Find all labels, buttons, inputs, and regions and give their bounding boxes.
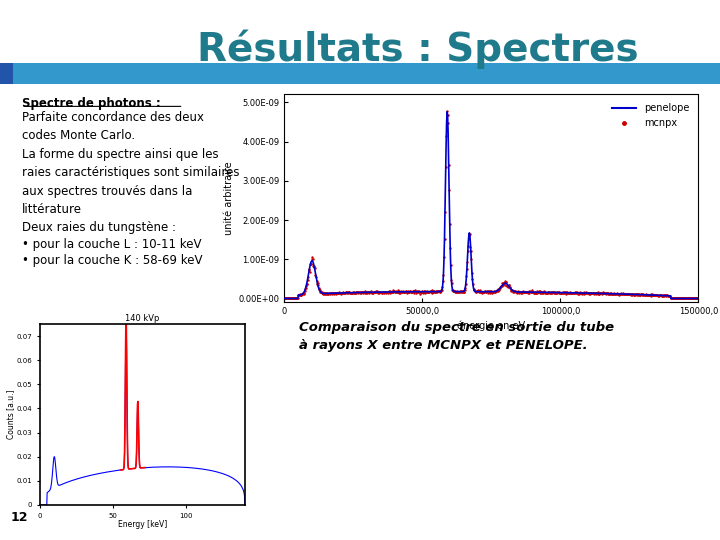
mcnpx	[305, 269, 314, 275]
mcnpx	[544, 289, 553, 295]
mcnpx	[443, 86, 451, 93]
Line: penelope: penelope	[284, 112, 698, 299]
penelope	[532, 289, 541, 295]
Bar	[0, 63, 13, 84]
Bar	[0, 63, 720, 84]
penelope	[595, 290, 603, 296]
mcnpx	[532, 289, 541, 296]
penelope	[280, 295, 289, 302]
penelope	[544, 289, 553, 295]
Text: 12: 12	[11, 511, 28, 524]
mcnpx	[637, 291, 646, 298]
penelope	[694, 295, 703, 302]
Text: Comparaison du spectre en sortie du tube
à rayons X entre MCNPX et PENELOPE.: Comparaison du spectre en sortie du tube…	[299, 321, 614, 352]
mcnpx	[595, 291, 603, 297]
Text: Résultats : Spectres: Résultats : Spectres	[197, 30, 639, 69]
Text: • pour la couche L : 10-11 keV: • pour la couche L : 10-11 keV	[22, 238, 201, 251]
mcnpx	[521, 289, 530, 295]
Text: Parfaite concordance des deux
codes Monte Carlo.
La forme du spectre ainsi que l: Parfaite concordance des deux codes Mont…	[22, 111, 239, 216]
penelope	[443, 109, 451, 115]
Text: • pour la couche K : 58-69 keV: • pour la couche K : 58-69 keV	[22, 254, 202, 267]
penelope	[637, 292, 646, 298]
Line: mcnpx: mcnpx	[284, 89, 699, 300]
Y-axis label: Counts [a.u.]: Counts [a.u.]	[6, 390, 15, 439]
mcnpx	[280, 295, 289, 302]
Y-axis label: unité arbitraire: unité arbitraire	[225, 161, 235, 235]
Text: Spectre de photons :: Spectre de photons :	[22, 97, 161, 110]
X-axis label: énergie en eV: énergie en eV	[457, 320, 526, 331]
X-axis label: Energy [keV]: Energy [keV]	[117, 520, 167, 529]
penelope	[305, 264, 314, 270]
mcnpx	[694, 295, 703, 302]
Legend: penelope, mcnpx: penelope, mcnpx	[608, 99, 693, 132]
Text: Deux raies du tungstène :: Deux raies du tungstène :	[22, 221, 176, 234]
penelope	[521, 289, 530, 295]
Title: 140 kVp: 140 kVp	[125, 314, 159, 323]
